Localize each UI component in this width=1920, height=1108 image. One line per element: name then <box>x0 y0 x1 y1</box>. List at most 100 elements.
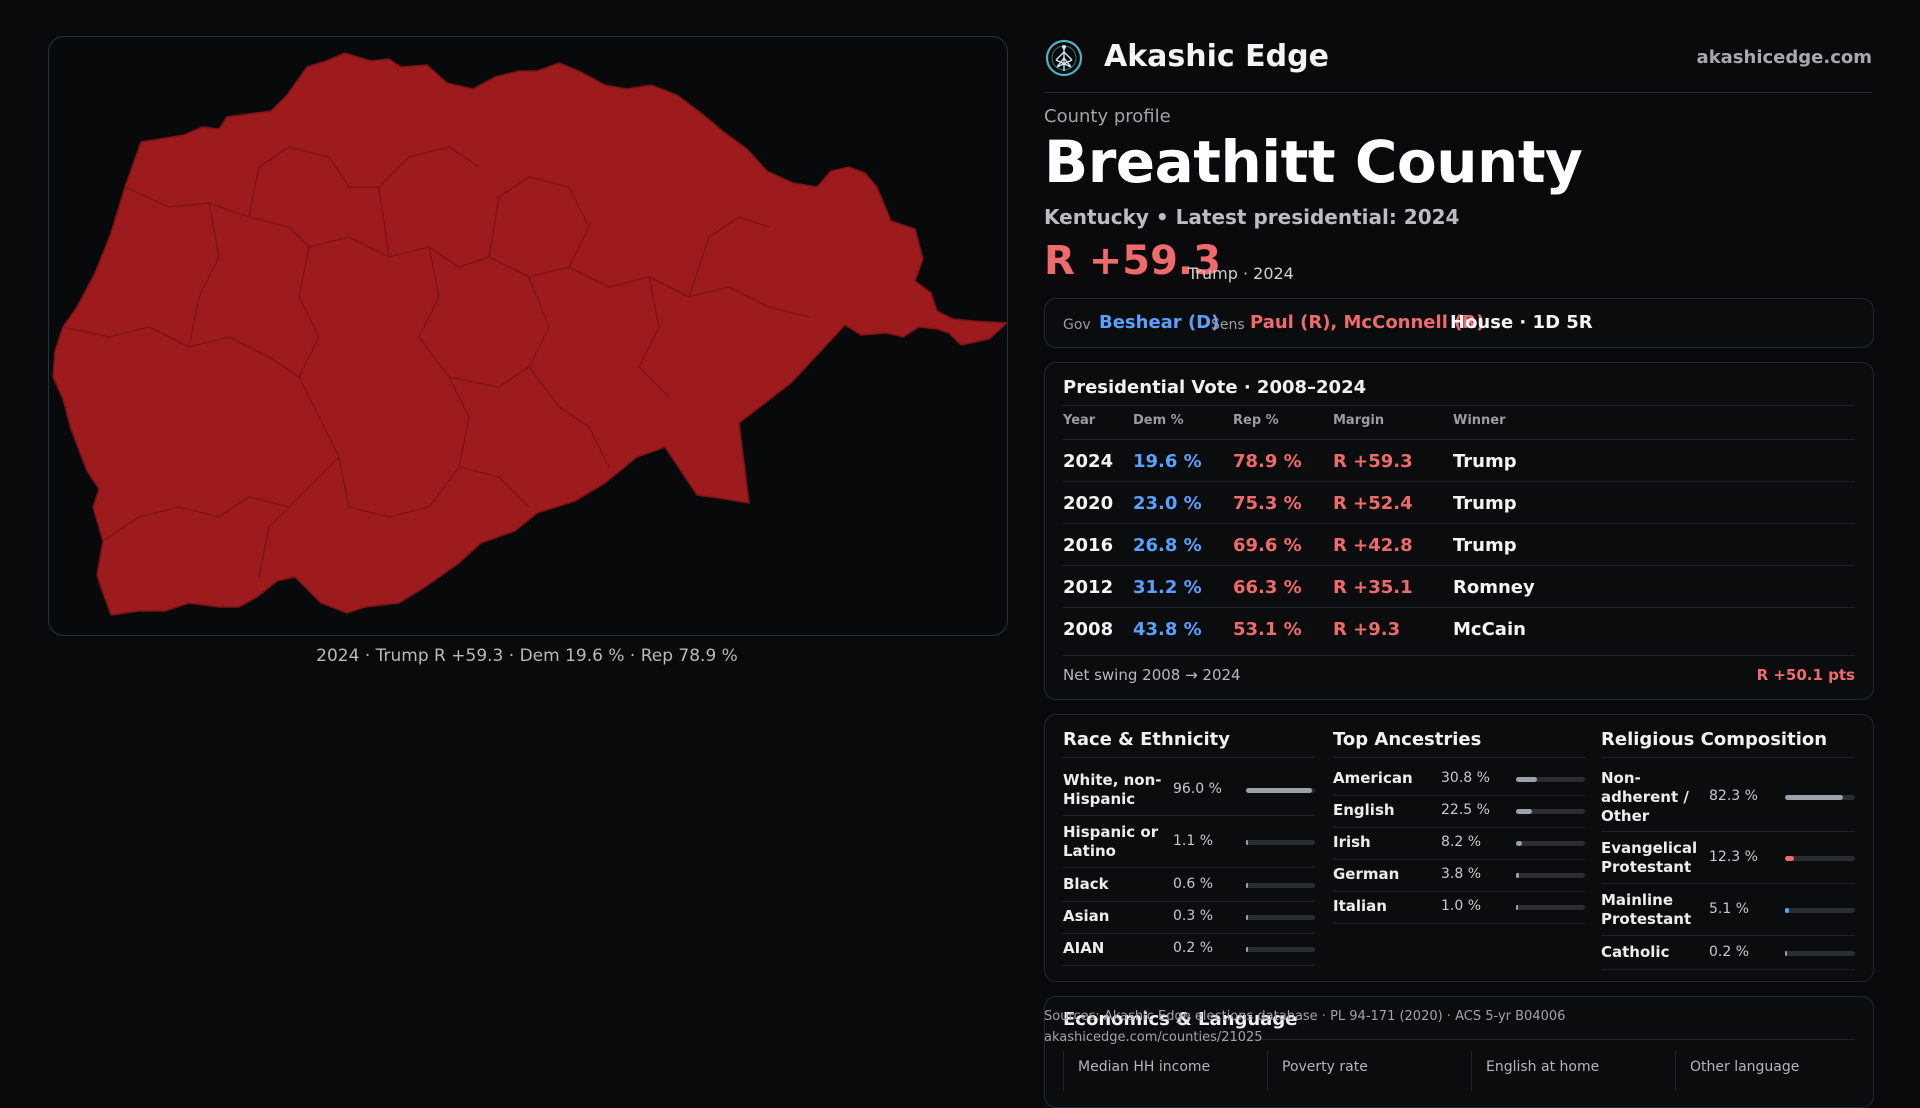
row-rep: 53.1 % <box>1233 619 1302 640</box>
ancestry-name: English <box>1333 801 1395 819</box>
list-item[interactable]: Asian 0.3 % <box>1063 901 1315 934</box>
list-item[interactable]: Italian 1.0 % <box>1333 891 1585 924</box>
list-item[interactable]: Hispanic or Latino 1.1 % <box>1063 817 1315 868</box>
table-row[interactable]: 2008 43.8 % 53.1 % R +9.3 McCain <box>1063 607 1855 650</box>
row-winner: McCain <box>1453 619 1526 640</box>
county-shape[interactable] <box>52 52 1007 616</box>
ancestry-bar <box>1516 905 1585 910</box>
race-bar <box>1246 915 1315 920</box>
religion-name: Non-adherent / Other <box>1601 769 1689 825</box>
sens-value[interactable]: Paul (R), McConnell (R) <box>1250 312 1485 333</box>
list-item[interactable]: German 3.8 % <box>1333 859 1585 892</box>
table-row[interactable]: 2024 19.6 % 78.9 % R +59.3 Trump <box>1063 439 1855 482</box>
row-dem: 23.0 % <box>1133 493 1202 514</box>
list-item[interactable]: Non-adherent / Other 82.3 % <box>1601 763 1855 832</box>
race-column: Race & Ethnicity White, non-Hispanic 96.… <box>1063 715 1315 981</box>
race-title: Race & Ethnicity <box>1063 729 1230 750</box>
religion-bar <box>1785 795 1855 800</box>
page-title: Breathitt County <box>1044 128 1583 196</box>
religion-pct: 12.3 % <box>1709 849 1758 865</box>
list-item[interactable]: Evangelical Protestant 12.3 % <box>1601 833 1855 884</box>
ancestry-pct: 1.0 % <box>1441 898 1482 914</box>
table-row[interactable]: 2012 31.2 % 66.3 % R +35.1 Romney <box>1063 565 1855 608</box>
race-pct: 0.3 % <box>1173 908 1214 924</box>
site-url[interactable]: akashicedge.com <box>1696 47 1872 68</box>
row-winner: Romney <box>1453 577 1535 598</box>
site-header: Akashic Edge akashicedge.com <box>1044 36 1872 93</box>
race-pct: 1.1 % <box>1173 833 1214 849</box>
religion-bar <box>1785 856 1855 861</box>
list-item[interactable]: White, non-Hispanic 96.0 % <box>1063 765 1315 816</box>
precinct-boundaries <box>62 146 810 578</box>
religion-name: Catholic <box>1601 943 1670 961</box>
ancestry-column: Top Ancestries American 30.8 % English 2… <box>1333 715 1585 981</box>
brand-name[interactable]: Akashic Edge <box>1104 39 1329 74</box>
ancestry-name: Irish <box>1333 833 1371 851</box>
religion-pct: 82.3 % <box>1709 788 1758 804</box>
house-value[interactable]: House · 1D 5R <box>1450 312 1593 333</box>
row-rep: 69.6 % <box>1233 535 1302 556</box>
row-rep: 66.3 % <box>1233 577 1302 598</box>
sources-url[interactable]: akashicedge.com/counties/21025 <box>1044 1030 1263 1045</box>
religion-bar <box>1785 908 1855 913</box>
list-item[interactable]: English 22.5 % <box>1333 795 1585 828</box>
presidential-title: Presidential Vote · 2008–2024 <box>1063 377 1367 398</box>
race-name: White, non-Hispanic <box>1063 771 1162 808</box>
table-row[interactable]: 2016 26.8 % 69.6 % R +42.8 Trump <box>1063 523 1855 566</box>
profile-eyebrow: County profile <box>1044 106 1171 127</box>
row-margin: R +59.3 <box>1333 451 1413 472</box>
race-pct: 0.6 % <box>1173 876 1214 892</box>
row-year: 2024 <box>1063 451 1114 472</box>
county-map[interactable] <box>49 37 1007 635</box>
religion-bar <box>1785 951 1855 956</box>
profile-subtitle: Kentucky • Latest presidential: 2024 <box>1044 205 1460 229</box>
list-item[interactable]: Irish 8.2 % <box>1333 827 1585 860</box>
list-item[interactable]: Catholic 0.2 % <box>1601 937 1855 970</box>
list-item[interactable]: American 30.8 % <box>1333 763 1585 796</box>
row-margin: R +52.4 <box>1333 493 1413 514</box>
latest-margin-note: Trump · 2024 <box>1188 264 1294 283</box>
sens-label: Sens <box>1211 317 1245 333</box>
row-dem: 26.8 % <box>1133 535 1202 556</box>
col-header-winner: Winner <box>1453 413 1506 428</box>
row-rep: 75.3 % <box>1233 493 1302 514</box>
ancestry-pct: 22.5 % <box>1441 802 1490 818</box>
row-dem: 19.6 % <box>1133 451 1202 472</box>
ancestry-bar <box>1516 809 1585 814</box>
race-name: Hispanic or Latino <box>1063 823 1159 860</box>
presidential-vote-card: Presidential Vote · 2008–2024 Year Dem %… <box>1044 362 1874 700</box>
row-year: 2008 <box>1063 619 1114 640</box>
map-caption: 2024 · Trump R +59.3 · Dem 19.6 % · Rep … <box>316 646 738 666</box>
row-winner: Trump <box>1453 493 1517 514</box>
table-row[interactable]: 2020 23.0 % 75.3 % R +52.4 Trump <box>1063 481 1855 524</box>
list-item[interactable]: Mainline Protestant 5.1 % <box>1601 885 1855 936</box>
race-name: Black <box>1063 875 1109 893</box>
net-swing-row: Net swing 2008 → 2024 R +50.1 pts <box>1063 655 1855 684</box>
race-bar <box>1246 840 1315 845</box>
list-item[interactable]: AIAN 0.2 % <box>1063 933 1315 966</box>
col-header-year: Year <box>1063 413 1096 428</box>
ancestry-title: Top Ancestries <box>1333 729 1482 750</box>
col-header-rep: Rep % <box>1233 413 1279 428</box>
ancestry-bar <box>1516 777 1585 782</box>
race-bar <box>1246 788 1315 793</box>
race-name: AIAN <box>1063 939 1105 957</box>
list-item[interactable]: Black 0.6 % <box>1063 869 1315 902</box>
gov-value[interactable]: Beshear (D) <box>1099 312 1220 333</box>
economics-title: Economics & Language <box>1063 1009 1298 1030</box>
latest-margin: R +59.3 <box>1044 238 1221 284</box>
row-dem: 43.8 % <box>1133 619 1202 640</box>
sources-line: Sources: Akashic Edge elections database… <box>1044 1009 1566 1024</box>
county-map-panel[interactable] <box>48 36 1008 636</box>
religion-name: Mainline Protestant <box>1601 891 1692 928</box>
race-bar <box>1246 947 1315 952</box>
religion-pct: 0.2 % <box>1709 944 1750 960</box>
tree-of-life-icon[interactable] <box>1044 38 1084 78</box>
religion-title: Religious Composition <box>1601 729 1828 750</box>
net-swing-value: R +50.1 pts <box>1756 666 1855 684</box>
race-name: Asian <box>1063 907 1110 925</box>
econ-header-english: English at home <box>1486 1059 1600 1075</box>
race-pct: 0.2 % <box>1173 940 1214 956</box>
ancestry-name: American <box>1333 769 1413 787</box>
ancestry-pct: 3.8 % <box>1441 866 1482 882</box>
